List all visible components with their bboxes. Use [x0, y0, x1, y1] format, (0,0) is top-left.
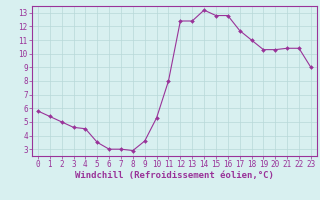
X-axis label: Windchill (Refroidissement éolien,°C): Windchill (Refroidissement éolien,°C)	[75, 171, 274, 180]
